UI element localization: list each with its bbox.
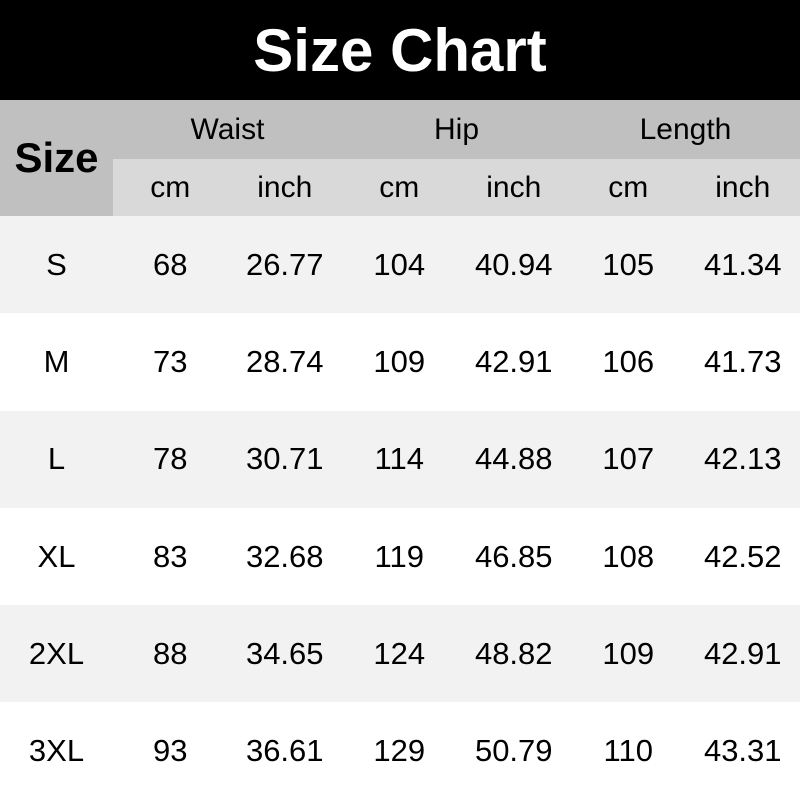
measurement-cell: 36.61 <box>245 733 324 769</box>
size-cell: S <box>46 246 67 282</box>
measurement-cell: 109 <box>602 635 655 671</box>
measurement-cell: 50.79 <box>474 733 553 769</box>
unit-header: inch <box>486 170 542 204</box>
unit-header: cm <box>379 170 420 204</box>
unit-headers: cm inch cm inch cm inch <box>113 159 800 216</box>
table-row: 2XL 88 34.65 124 48.82 109 42.91 <box>0 605 800 703</box>
measurement-cell: 28.74 <box>245 343 324 379</box>
measurement-cell: 32.68 <box>245 538 324 574</box>
group-header-length: Length <box>639 112 732 146</box>
measurement-cell: 78 <box>153 441 188 477</box>
measurement-cell: 119 <box>374 538 424 574</box>
measurement-cell: 48.82 <box>474 635 553 671</box>
measurement-cell: 44.88 <box>474 441 553 477</box>
measurement-cell: 105 <box>602 246 655 282</box>
unit-header: inch <box>715 170 771 204</box>
size-cell: 2XL <box>28 635 85 671</box>
measurement-cell: 107 <box>602 441 655 477</box>
measurement-cell: 114 <box>374 441 424 477</box>
measurement-cell: 108 <box>602 538 655 574</box>
measurement-cell: 34.65 <box>245 635 324 671</box>
size-column-header: Size <box>0 100 113 216</box>
table-row: S 68 26.77 104 40.94 105 41.34 <box>0 216 800 314</box>
measurement-cell: 26.77 <box>245 246 324 282</box>
measurement-cell: 124 <box>373 635 426 671</box>
measurement-cell: 43.31 <box>703 733 782 769</box>
measurement-cell: 42.91 <box>703 635 782 671</box>
unit-header: cm <box>608 170 649 204</box>
measurement-cell: 83 <box>153 538 188 574</box>
measurement-cell: 110 <box>603 733 653 769</box>
measurement-cell: 104 <box>373 246 426 282</box>
measurement-group-headers: Waist Hip Length <box>113 100 800 159</box>
page-title: Size Chart <box>253 16 547 84</box>
measurement-cell: 42.13 <box>703 441 782 477</box>
measurement-cell: 42.91 <box>474 343 553 379</box>
measurement-cell: 41.73 <box>703 343 782 379</box>
measurement-cell: 46.85 <box>474 538 553 574</box>
unit-header: inch <box>257 170 313 204</box>
measurement-cell: 40.94 <box>474 246 553 282</box>
table-row: M 73 28.74 109 42.91 106 41.73 <box>0 313 800 411</box>
measurement-cell: 106 <box>602 343 655 379</box>
measurement-cell: 41.34 <box>703 246 782 282</box>
group-header-waist: Waist <box>190 112 265 146</box>
title-bar: Size Chart <box>0 0 800 100</box>
measurement-cell: 68 <box>153 246 188 282</box>
table-row: L 78 30.71 114 44.88 107 42.13 <box>0 410 800 508</box>
measurement-cell: 93 <box>153 733 188 769</box>
size-cell: L <box>47 441 66 477</box>
size-cell: XL <box>37 538 76 574</box>
group-header-hip: Hip <box>433 112 479 146</box>
size-cell: 3XL <box>28 733 85 769</box>
measurement-cell: 129 <box>373 733 426 769</box>
table-row: 3XL 93 36.61 129 50.79 110 43.31 <box>0 702 800 800</box>
measurement-cell: 30.71 <box>245 441 324 477</box>
table-row: XL 83 32.68 119 46.85 108 42.52 <box>0 507 800 606</box>
measurement-cell: 109 <box>373 343 426 379</box>
measurement-cell: 88 <box>153 635 188 671</box>
measurement-cell: 73 <box>153 343 188 379</box>
unit-header: cm <box>150 170 191 204</box>
size-cell: M <box>43 343 70 379</box>
measurement-cell: 42.52 <box>703 538 782 574</box>
size-table-body: S 68 26.77 104 40.94 105 41.34 M 73 28.74 109 42.91… <box>0 216 800 800</box>
